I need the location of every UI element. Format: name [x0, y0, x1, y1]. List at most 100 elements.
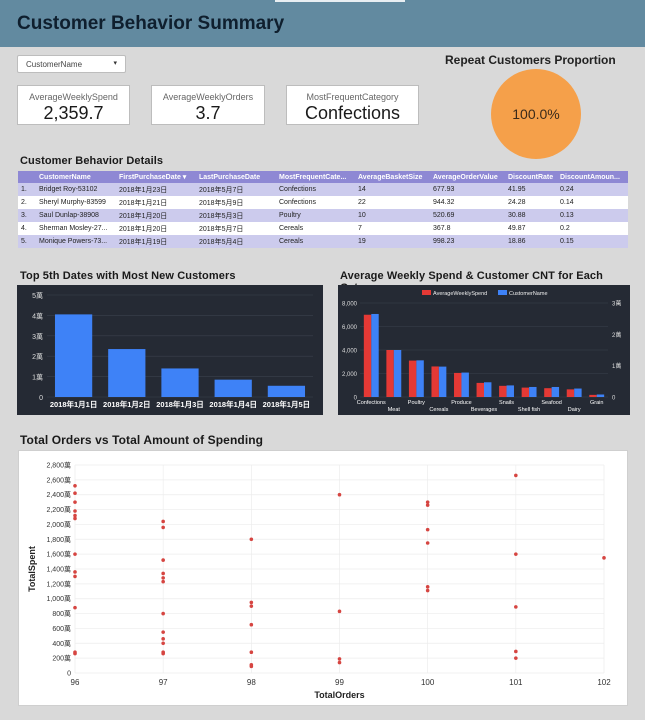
bar	[454, 372, 462, 397]
x-tick-label: Cereals	[429, 407, 448, 413]
y-left-tick-label: 4,000	[342, 349, 358, 355]
y-tick-label: 2萬	[32, 352, 43, 361]
x-tick-label: 2018年1月2日	[103, 399, 151, 409]
table-row[interactable]: 5. Monique Powers-73... 2018年1月19日 2018年5月4…	[18, 235, 628, 248]
repeat-customers-pie: 100.0%	[491, 69, 581, 159]
x-tick-label: 2018年1月5日	[263, 399, 311, 409]
kpi-average-weekly-orders: AverageWeeklyOrders 3.7	[151, 85, 265, 125]
scatter-point	[161, 579, 165, 584]
bar	[521, 387, 530, 397]
bar	[438, 366, 447, 397]
y-tick-label: 1,800萬	[46, 535, 71, 544]
x-tick-label: 101	[509, 678, 523, 687]
table-cell: 10	[355, 209, 430, 222]
scatter-point	[73, 651, 77, 656]
table-cell: 22	[355, 196, 430, 209]
table-cell: 998.23	[430, 235, 505, 248]
column-header[interactable]: AverageBasketSize	[355, 171, 430, 183]
x-tick-label: 102	[597, 678, 611, 687]
y-tick-label: 0	[67, 671, 71, 678]
scatter-point	[514, 605, 518, 609]
table-cell: 24.28	[505, 196, 557, 209]
table-cell: Confections	[276, 196, 355, 209]
x-tick-label: Grain	[590, 400, 603, 406]
bar	[393, 350, 402, 397]
bar	[408, 360, 417, 397]
scatter-point	[425, 541, 430, 545]
scatter-point	[337, 492, 342, 497]
table-cell: 0.14	[557, 196, 628, 209]
bar	[596, 394, 605, 397]
table-cell: 18.86	[505, 235, 557, 248]
x-tick-label: 96	[71, 678, 80, 687]
y-tick-label: 800萬	[52, 609, 71, 618]
scatter-point	[425, 500, 430, 504]
table-row[interactable]: 3. Saul Dunlap-38908 2018年1月20日 2018年5月3日 Po…	[18, 209, 628, 222]
y-tick-label: 1,200萬	[46, 579, 71, 588]
bar	[108, 349, 146, 397]
bar	[386, 350, 394, 397]
table-cell: 2018年1月23日	[116, 183, 196, 196]
table-cell: 2018年5月3日	[196, 209, 276, 222]
pie-slice[interactable]	[491, 69, 581, 159]
table-row[interactable]: 4. Sherman Mosley-27... 2018年1月20日 2018年5月7…	[18, 222, 628, 235]
y-tick-label: 400萬	[52, 639, 71, 648]
scatter-point	[161, 611, 165, 616]
new-customers-chart-title: Top 5th Dates with Most New Customers	[20, 270, 236, 282]
scatter-point	[425, 588, 430, 593]
table-cell: Sheryl Murphy-83599	[36, 196, 116, 209]
x-tick-label: Confections	[357, 400, 386, 406]
y-tick-label: 600萬	[52, 624, 71, 633]
page-title: Customer Behavior Summary	[17, 13, 285, 34]
scatter-point	[425, 503, 430, 507]
table-cell: 41.95	[505, 183, 557, 196]
column-header[interactable]: FirstPurchaseDate ▾	[116, 171, 196, 183]
x-tick-label: Snails	[499, 400, 514, 406]
column-header[interactable]: DiscountAmoun...	[557, 171, 628, 183]
kpi-value: Confections	[304, 103, 401, 123]
bar	[54, 314, 93, 397]
customer-name-filter[interactable]: CustomerName ▾	[17, 55, 126, 73]
scatter-point	[425, 527, 430, 532]
header-bar: Customer Behavior Summary	[0, 0, 645, 47]
table-cell: Poultry	[276, 209, 355, 222]
table-cell: 677.93	[430, 183, 505, 196]
category-chart-panel: 0 2,000 4,000 6,000 8,000 0 1萬 2萬 3萬 AverageWeekl…	[338, 285, 630, 415]
table-row[interactable]: 2. Sheryl Murphy-83599 2018年1月21日 2018年5月9日…	[18, 196, 628, 209]
bar	[589, 394, 597, 397]
column-header[interactable]: AverageOrderValue	[430, 171, 505, 183]
column-header[interactable]	[18, 171, 36, 183]
table-cell: Saul Dunlap-38908	[36, 209, 116, 222]
bar	[431, 366, 439, 397]
table-cell: 2018年1月20日	[116, 209, 196, 222]
scatter-point	[73, 516, 77, 521]
table-cell: 2018年1月19日	[116, 235, 196, 248]
scatter-chart-title: Total Orders vs Total Amount of Spending	[20, 433, 264, 447]
legend-label: AverageWeeklySpend	[433, 291, 487, 297]
kpi-average-weekly-spend: AverageWeeklySpend 2,359.7	[17, 85, 130, 125]
table-cell: 2018年5月9日	[196, 196, 276, 209]
table-cell: 3.	[18, 209, 36, 222]
scatter-point	[161, 637, 165, 641]
y-left-tick-label: 6,000	[342, 325, 358, 331]
scatter-point	[337, 660, 342, 665]
column-header[interactable]: DiscountRate	[505, 171, 557, 183]
table-cell: Cereals	[276, 222, 355, 235]
scatter-point	[249, 664, 254, 669]
table-cell: 2018年1月21日	[116, 196, 196, 209]
bar	[529, 386, 537, 397]
column-header[interactable]: MostFrequentCate...	[276, 171, 355, 183]
y-tick-label: 3萬	[32, 332, 43, 341]
bar	[371, 313, 379, 397]
kpi-value: 3.7	[195, 103, 221, 123]
column-header[interactable]: LastPurchaseDate	[196, 171, 276, 183]
bar	[544, 388, 552, 397]
scatter-point	[514, 552, 518, 556]
x-tick-label: 100	[421, 678, 435, 687]
table-row[interactable]: 1. Bridget Roy-53102 2018年1月23日 2018年5月7日 Co…	[18, 183, 628, 196]
y-tick-label: 200萬	[52, 654, 71, 663]
column-header[interactable]: CustomerName	[36, 171, 116, 183]
x-tick-label: Meat	[388, 407, 401, 413]
y-left-tick-label: 0	[354, 396, 358, 402]
x-axis-title: TotalOrders	[314, 690, 364, 700]
